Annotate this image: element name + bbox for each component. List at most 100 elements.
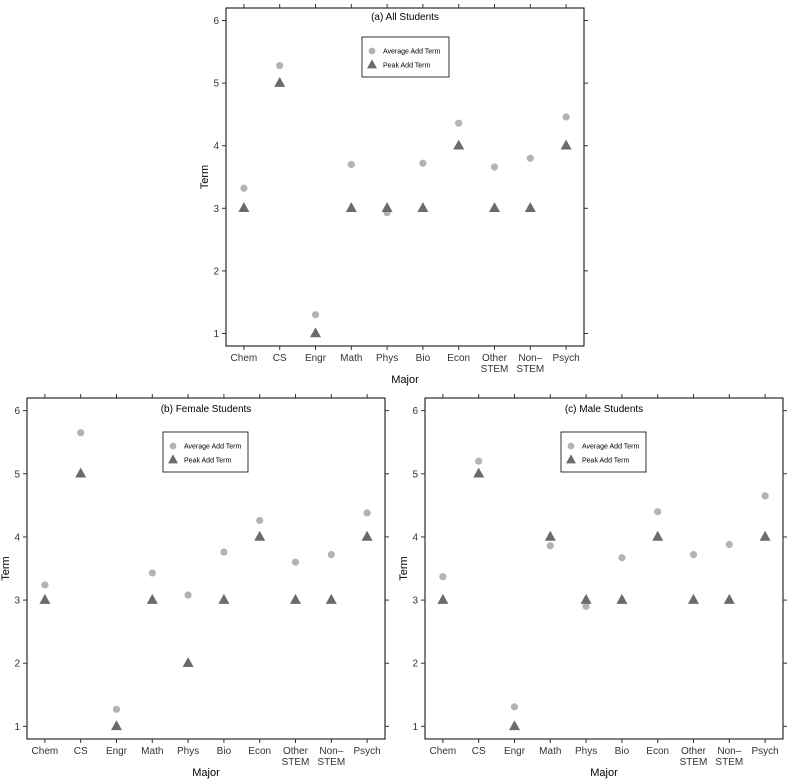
average-add-term-point	[725, 540, 733, 549]
y-tick-label: 4	[213, 141, 219, 152]
legend-label: Peak Add Term	[383, 63, 431, 70]
y-tick-label: 2	[14, 659, 20, 670]
y-tick-label: 2	[412, 659, 418, 670]
legend-label: Average Add Term	[582, 444, 640, 451]
x-tick-label-line: Other	[681, 746, 707, 757]
peak-add-term-point	[437, 593, 449, 604]
peak-add-term-point	[254, 530, 266, 541]
average-add-term-point	[184, 591, 192, 599]
peak-add-term-point	[290, 593, 301, 604]
legend: Average Add Term Peak Add Term	[361, 36, 450, 78]
plot-frame	[26, 397, 386, 740]
x-tick-label-line: Engr	[106, 746, 128, 757]
peak-add-term-point	[238, 202, 250, 213]
average-add-term-point	[77, 429, 85, 437]
x-tick-label: Econ	[248, 746, 271, 757]
peak-add-term-point	[325, 593, 337, 604]
peak-add-term-point	[417, 202, 429, 213]
peak-add-term-point	[473, 467, 485, 478]
average-add-term-point	[618, 554, 626, 562]
average-add-term-point	[311, 311, 320, 319]
average-add-term-point	[546, 542, 554, 550]
x-tick-label: Other STEM	[481, 353, 509, 375]
series-average-add-term	[439, 457, 769, 711]
legend-label: Peak Add Term	[582, 458, 630, 465]
x-tick-label: Engr	[504, 746, 526, 757]
series-peak-add-term	[39, 467, 373, 731]
y-tick-label: 6	[412, 406, 418, 417]
x-tick-label: Econ	[447, 353, 470, 364]
x-tick-label: Chem	[430, 746, 457, 757]
x-tick-label-line: Psych	[751, 746, 778, 757]
average-add-term-point	[256, 516, 264, 525]
peak-add-term-point	[524, 202, 536, 213]
legend-circle-icon	[368, 47, 376, 55]
y-tick-label: 5	[412, 469, 418, 480]
peak-add-term-point	[39, 593, 51, 604]
peak-add-term-point	[218, 593, 230, 604]
x-tick-label-line: Non–	[717, 746, 741, 757]
x-tick-label-line: Non–	[319, 746, 343, 757]
legend-box	[560, 431, 647, 473]
x-tick-label-line: Psych	[552, 353, 579, 364]
legend-triangle-icon	[367, 59, 377, 69]
average-add-term-point	[562, 113, 570, 121]
average-add-term-point	[220, 548, 228, 556]
x-tick-label-line: Chem	[32, 746, 59, 757]
x-tick-label-line: STEM	[715, 757, 743, 768]
average-add-term-point	[654, 508, 662, 516]
average-add-term-point	[526, 154, 534, 162]
series-average-add-term	[240, 61, 570, 319]
x-tick-label: Engr	[305, 353, 327, 364]
x-tick-label: Bio	[217, 746, 232, 757]
legend-circle-icon	[169, 442, 177, 450]
x-tick-label: Math	[340, 353, 362, 364]
average-add-term-point	[490, 163, 499, 171]
x-tick-label: Math	[141, 746, 163, 757]
x-tick-label: Chem	[231, 353, 258, 364]
x-tick-label-line: Math	[539, 746, 561, 757]
y-tick-label: 5	[14, 469, 20, 480]
x-tick-label: Bio	[416, 353, 431, 364]
x-tick-label-line: Phys	[177, 746, 199, 757]
peak-add-term-point	[381, 202, 393, 213]
x-tick-label: Phys	[575, 746, 597, 757]
average-add-term-point	[291, 558, 300, 566]
legend-circle-icon	[567, 442, 575, 450]
x-tick-label: Phys	[376, 353, 398, 364]
x-tick-label-line: Chem	[231, 353, 258, 364]
x-tick-label-line: Other	[482, 353, 508, 364]
x-tick-label: Psych	[751, 746, 778, 757]
x-tick-label-line: Econ	[447, 353, 470, 364]
y-axis-title: Term	[0, 556, 12, 580]
y-tick-label: 6	[14, 406, 20, 417]
legend-triangle-icon	[566, 454, 576, 464]
peak-add-term-point	[345, 202, 357, 213]
x-tick-label: CS	[273, 353, 287, 364]
x-axis-title: Major	[590, 767, 618, 779]
legend-box	[162, 431, 249, 473]
peak-add-term-point	[723, 593, 735, 604]
average-add-term-point	[347, 160, 355, 169]
x-tick-label-line: CS	[74, 746, 88, 757]
average-add-term-point	[41, 581, 49, 589]
average-add-term-point	[510, 703, 519, 711]
y-axis-title: Term	[398, 556, 410, 580]
x-tick-label-line: Bio	[416, 353, 431, 364]
average-add-term-point	[419, 159, 427, 167]
peak-add-term-point	[544, 530, 556, 541]
legend-label: Peak Add Term	[184, 458, 232, 465]
peak-add-term-point	[688, 593, 699, 604]
x-tick-label-line: CS	[273, 353, 287, 364]
y-tick-label: 3	[14, 596, 20, 607]
average-add-term-point	[582, 602, 590, 610]
x-tick-label-line: Psych	[353, 746, 380, 757]
y-tick-label: 5	[213, 79, 219, 90]
legend: Average Add Term Peak Add Term	[162, 431, 249, 473]
average-add-term-point	[475, 457, 483, 465]
average-add-term-point	[112, 705, 121, 713]
plot-frame	[225, 7, 585, 347]
average-add-term-point	[327, 551, 335, 559]
y-axis-title: Term	[199, 165, 211, 189]
